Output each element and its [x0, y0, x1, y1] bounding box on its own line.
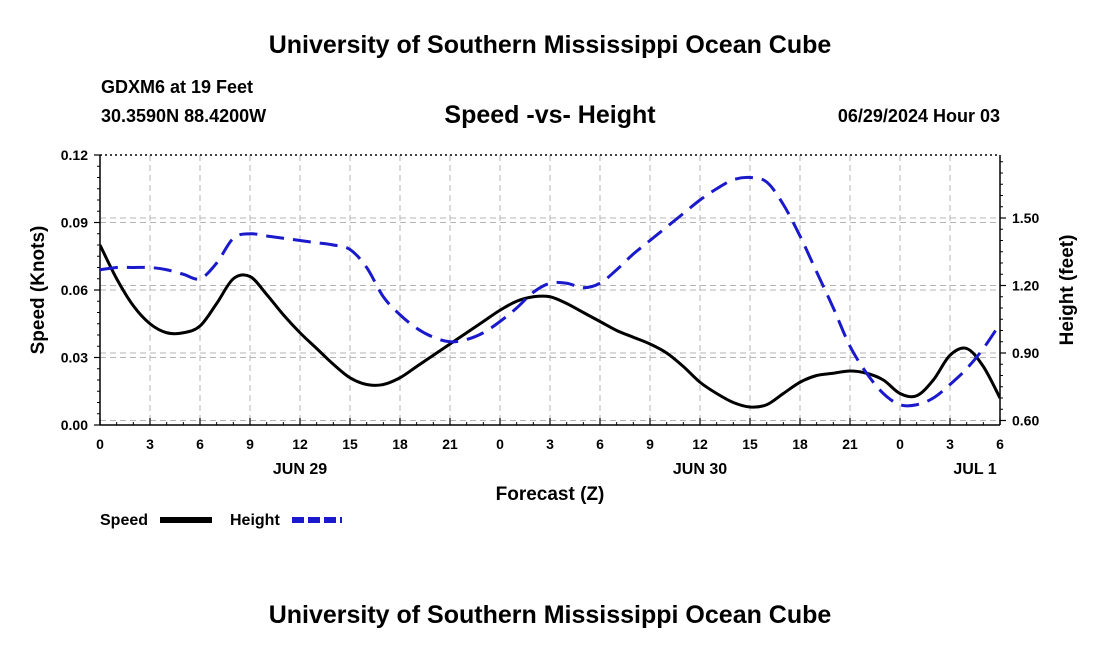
y-tick-label: 0.09	[61, 215, 88, 231]
x-tick-label: 15	[342, 436, 358, 452]
x-tick-label: 18	[792, 436, 808, 452]
y-tick-label: 0.06	[61, 282, 88, 298]
x-tick-label: 0	[96, 436, 104, 452]
x-tick-label: 9	[246, 436, 254, 452]
series-line-speed	[100, 244, 1000, 409]
x-tick-label: 21	[842, 436, 858, 452]
x-tick-label: 12	[292, 436, 308, 452]
date-label: JUL 1	[953, 461, 996, 478]
y2-tick-label: 1.20	[1012, 278, 1039, 294]
chart-title: Speed -vs- Height	[444, 101, 656, 129]
datetime-label: 06/29/2024 Hour 03	[837, 106, 1000, 126]
station-label: GDXM6 at 19 Feet	[101, 77, 254, 97]
x-tick-label: 0	[896, 436, 904, 452]
legend-label-speed: Speed	[100, 512, 148, 529]
y-tick-label: 0.12	[61, 147, 88, 163]
x-tick-label: 6	[596, 436, 604, 452]
x-tick-label: 3	[946, 436, 954, 452]
x-tick-label: 0	[496, 436, 504, 452]
legend-label-height: Height	[230, 512, 280, 529]
y-tick-label: 0.00	[61, 417, 88, 433]
x-tick-label: 15	[742, 436, 758, 452]
footer-title: University of Southern Mississippi Ocean…	[268, 601, 832, 629]
coordinates-label: 30.3590N 88.4200W	[101, 106, 267, 126]
x-tick-label: 6	[996, 436, 1004, 452]
x-tick-label: 9	[646, 436, 654, 452]
y2-tick-label: 1.50	[1012, 210, 1039, 226]
y-axis-label: Speed (Knots)	[28, 226, 49, 355]
date-label: JUN 30	[673, 461, 727, 478]
x-axis-label: Forecast (Z)	[496, 484, 605, 505]
x-tick-label: 3	[146, 436, 154, 452]
y2-tick-label: 0.90	[1012, 345, 1039, 361]
series-line-height	[100, 175, 1000, 408]
y2-tick-label: 0.60	[1012, 413, 1039, 429]
x-tick-label: 3	[546, 436, 554, 452]
date-label: JUN 29	[273, 461, 327, 478]
y-tick-label: 0.03	[61, 350, 88, 366]
x-tick-label: 6	[196, 436, 204, 452]
x-tick-label: 12	[692, 436, 708, 452]
main-title: University of Southern Mississippi Ocean…	[268, 31, 832, 59]
y2-axis-label: Height (feet)	[1057, 235, 1078, 346]
x-tick-label: 18	[392, 436, 408, 452]
x-tick-label: 21	[442, 436, 458, 452]
